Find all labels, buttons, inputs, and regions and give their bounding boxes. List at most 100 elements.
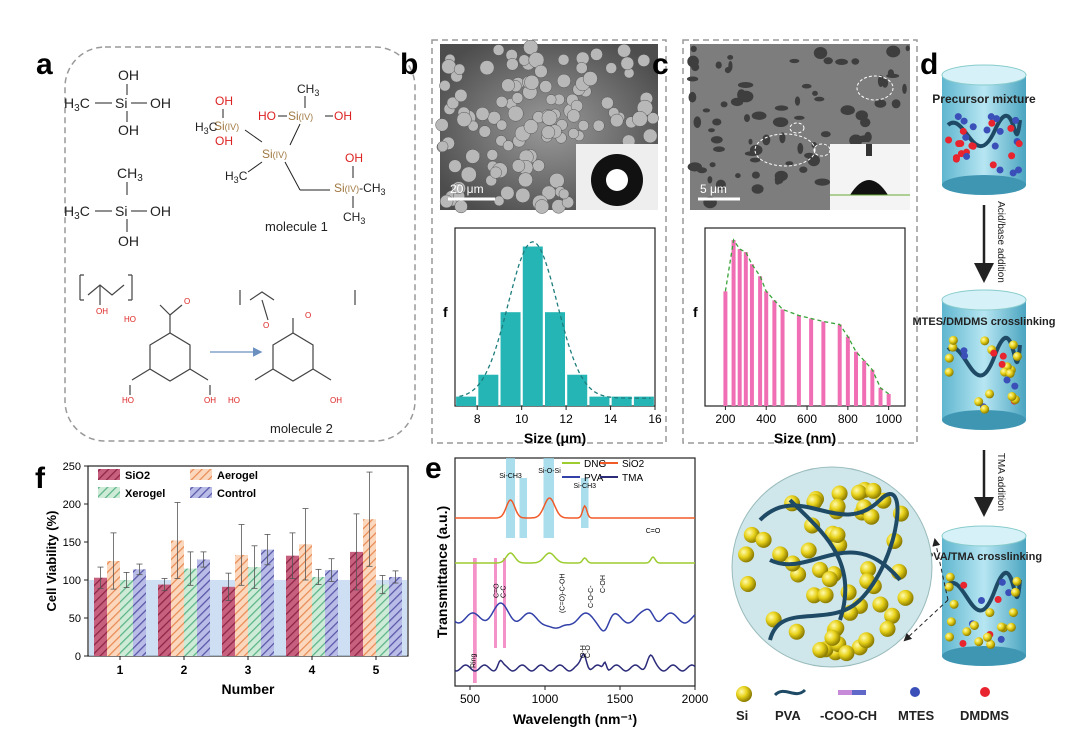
svg-text:HO: HO <box>122 396 134 405</box>
band-highlight <box>503 558 506 648</box>
schematic-legend: Si PVA -COO-CH MTES DMDMS <box>736 686 1009 723</box>
si-particle <box>946 617 956 627</box>
bar-control <box>197 559 210 656</box>
pore <box>715 61 722 69</box>
svg-text:Si: Si <box>115 203 127 219</box>
step-3-text: PVA/TMA crosslinking <box>926 551 1042 563</box>
panel-a-label: a <box>36 48 53 81</box>
si-particle <box>1012 351 1022 361</box>
svg-text:O: O <box>184 297 190 306</box>
pore <box>905 45 910 52</box>
plot-frame <box>454 457 696 687</box>
si-particle <box>1005 368 1015 378</box>
microsphere <box>454 88 468 103</box>
panel-a-frame <box>64 46 416 442</box>
si-sphere <box>824 629 841 646</box>
microsphere <box>500 185 515 201</box>
histogram-bar <box>772 300 777 406</box>
monomer-dot <box>990 349 998 357</box>
monomer-dot <box>959 127 967 135</box>
legend-coo-ch: -COO-CH <box>820 708 877 723</box>
panel-b-frame <box>431 39 667 444</box>
microsphere <box>541 110 558 126</box>
si-particle <box>982 632 992 642</box>
microsphere <box>506 58 519 71</box>
x-axis-label: Number <box>222 681 275 697</box>
monomer-dot <box>987 113 995 121</box>
pore <box>728 60 733 72</box>
pore <box>749 157 761 163</box>
y-axis-label: f <box>693 304 698 320</box>
microsphere <box>575 62 588 74</box>
microsphere <box>456 111 472 128</box>
si-sphere <box>831 485 848 502</box>
cylinder-mtes-dmdms <box>941 289 1027 430</box>
microsphere <box>501 78 515 93</box>
pore <box>779 132 786 144</box>
histogram-bar <box>821 321 826 406</box>
pore <box>820 131 831 138</box>
reaction-atom-labels: OH HO O HO OH HO OH O O <box>96 297 342 405</box>
microsphere <box>511 159 526 173</box>
si-particle <box>1007 391 1017 401</box>
pore <box>744 114 750 123</box>
svg-text:OH: OH <box>330 396 342 405</box>
si-sphere <box>755 531 772 548</box>
cylinder-pva-tma <box>941 525 1027 666</box>
microsphere <box>437 140 449 152</box>
cylinder-precursor <box>941 64 1027 195</box>
bar-xerogel <box>120 580 133 656</box>
peak-annotation: C-C <box>500 586 507 598</box>
si-particle <box>1008 608 1018 618</box>
pore <box>860 117 871 128</box>
si-particle <box>1006 622 1016 632</box>
pore <box>835 58 848 65</box>
pore <box>727 55 734 60</box>
monomer-dot <box>1012 116 1020 124</box>
monomer-dot <box>963 152 971 160</box>
microsphere <box>446 96 460 110</box>
si-sphere <box>858 632 875 649</box>
bar-aerogel <box>299 544 312 656</box>
microsphere <box>577 120 589 132</box>
peak-annotation: Si-O-Si <box>538 468 561 475</box>
bar-aerogel <box>107 561 120 656</box>
peak-annotation: C=O <box>494 583 501 598</box>
microsphere <box>439 80 451 92</box>
bar-control <box>325 570 338 656</box>
monomer-dot <box>996 166 1004 174</box>
microsphere <box>556 73 571 88</box>
monomer-dot <box>994 596 1002 604</box>
pore <box>751 111 767 120</box>
monomer-dot <box>997 635 1005 643</box>
pore <box>794 115 805 120</box>
si-particle <box>1008 340 1018 350</box>
microsphere <box>601 96 614 110</box>
svg-text:OH: OH <box>150 95 171 111</box>
svg-text:OH: OH <box>118 122 139 138</box>
gaussian-fit-line <box>459 241 651 399</box>
panel-f-label: f <box>35 462 46 495</box>
microsphere <box>534 64 548 79</box>
pore <box>886 73 900 78</box>
si-sphere <box>740 576 756 592</box>
microsphere <box>475 106 490 121</box>
microsphere <box>492 44 505 56</box>
scale-bar-c: 5 μm <box>700 182 727 196</box>
pore <box>785 161 794 166</box>
svg-text:Si(IV): Si(IV) <box>262 147 287 161</box>
histogram-bar <box>611 396 632 406</box>
monomer-dot <box>998 360 1006 368</box>
legend-swatch <box>98 469 120 480</box>
monomer-dot <box>952 155 960 163</box>
x-axis-label: Size (nm) <box>774 430 836 446</box>
microsphere <box>534 199 550 214</box>
pore <box>709 162 716 168</box>
legend-label: TMA <box>622 473 643 484</box>
step-2-text: MTES/DMDMS crosslinking <box>912 316 1055 328</box>
molecule-1-structure: CH3 HO Si(IV) OH OH Si(IV) H3C OH Si(IV)… <box>195 82 386 226</box>
microsphere <box>605 62 617 74</box>
histogram-bar <box>870 369 875 406</box>
monomer-dot <box>1015 166 1023 174</box>
legend-pva: PVA <box>775 708 801 723</box>
